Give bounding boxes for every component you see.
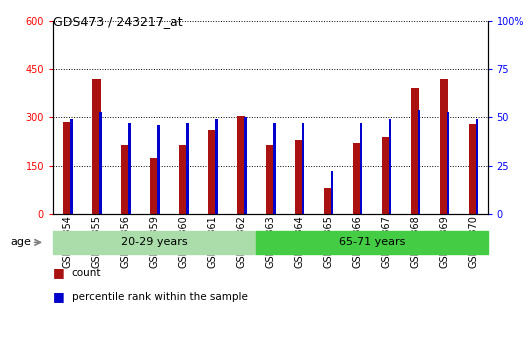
Text: 65-71 years: 65-71 years xyxy=(339,237,405,247)
Bar xyxy=(476,119,479,214)
Bar xyxy=(244,117,246,214)
Text: 20-29 years: 20-29 years xyxy=(121,237,188,247)
Text: GDS473 / 243217_at: GDS473 / 243217_at xyxy=(53,16,183,29)
Bar xyxy=(389,119,392,214)
Bar xyxy=(447,111,449,214)
Bar xyxy=(411,88,419,214)
Bar xyxy=(360,123,363,214)
Bar xyxy=(151,158,158,214)
Text: ■: ■ xyxy=(53,290,65,303)
Bar xyxy=(70,119,73,214)
Bar xyxy=(215,119,218,214)
Bar xyxy=(186,123,189,214)
Bar xyxy=(418,110,420,214)
Bar xyxy=(331,171,333,214)
Bar xyxy=(469,124,477,214)
Bar xyxy=(382,137,390,214)
Bar xyxy=(440,79,448,214)
Bar xyxy=(208,130,216,214)
Text: ■: ■ xyxy=(53,266,65,279)
Bar xyxy=(353,143,361,214)
Bar xyxy=(266,145,275,214)
Bar xyxy=(237,116,245,214)
Bar xyxy=(302,123,305,214)
Bar xyxy=(273,123,276,214)
Bar xyxy=(99,111,102,214)
Bar xyxy=(295,140,303,214)
Bar xyxy=(92,79,101,214)
Bar xyxy=(128,123,131,214)
Bar xyxy=(64,122,72,214)
Bar xyxy=(157,125,160,214)
Text: age: age xyxy=(11,237,31,247)
Bar xyxy=(121,145,129,214)
Text: percentile rank within the sample: percentile rank within the sample xyxy=(72,292,248,302)
Text: count: count xyxy=(72,268,101,277)
Bar xyxy=(324,188,332,214)
Bar xyxy=(179,145,188,214)
